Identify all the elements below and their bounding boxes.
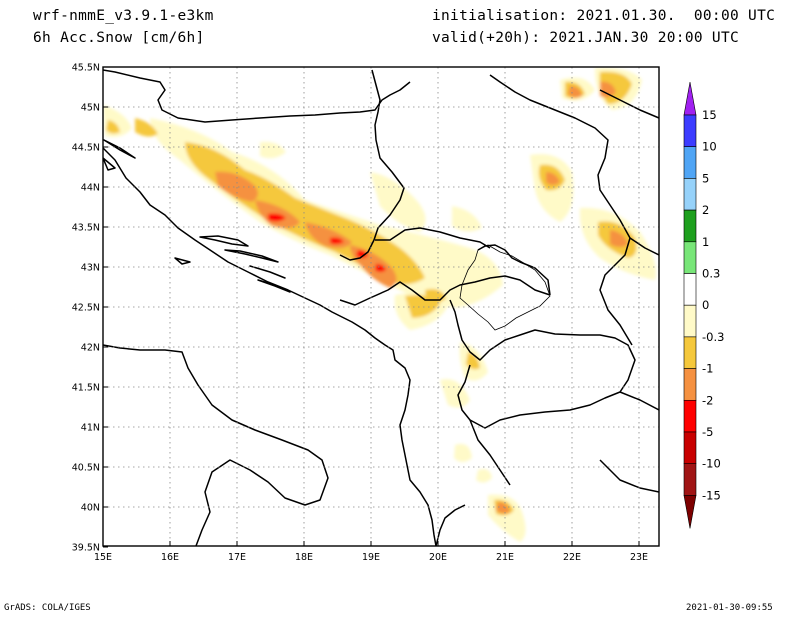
- colorbar-top-cap: [683, 81, 697, 116]
- colorbar-label: 0: [702, 298, 709, 312]
- lat-axis: 45.5N 45N 44.5N 44N 43.5N 43N 42.5N 42N 41.5N 41N…: [72, 63, 108, 554]
- colorbar-label: 5: [702, 171, 709, 185]
- colorbar-label: 15: [702, 108, 717, 122]
- lat-tick-label: 43N: [81, 263, 100, 274]
- lon-tick-label: 23E: [630, 552, 648, 563]
- colorbar-swatch: [683, 431, 697, 465]
- lon-tick-label: 16E: [161, 552, 179, 563]
- colorbar-swatch: [683, 114, 697, 148]
- lon-tick-label: 15E: [94, 552, 112, 563]
- lon-tick-label: 17E: [228, 552, 246, 563]
- lon-tick-label: 22E: [563, 552, 581, 563]
- colorbar: 15 10 5 2 1 0.3 0 -0.3 -1 -2 -5 -10 -15: [683, 81, 724, 529]
- lat-tick-label: 45N: [81, 103, 100, 114]
- lat-tick-label: 42N: [81, 343, 100, 354]
- lat-tick-label: 41.5N: [72, 383, 100, 394]
- lat-tick-label: 44N: [81, 183, 100, 194]
- lat-tick-label: 41N: [81, 423, 100, 434]
- lon-tick-label: 19E: [362, 552, 380, 563]
- lat-tick-label: 42.5N: [72, 303, 100, 314]
- lat-tick-label: 40N: [81, 503, 100, 514]
- colorbar-label: -1: [702, 362, 713, 376]
- colorbar-swatch: [683, 463, 697, 496]
- colorbar-swatch: [683, 146, 697, 179]
- footer-timestamp: 2021-01-30-09:55: [686, 603, 773, 613]
- colorbar-swatch: [683, 399, 697, 433]
- lat-tick-label: 44.5N: [72, 143, 100, 154]
- lon-tick-label: 20E: [429, 552, 447, 563]
- colorbar-label: -10: [702, 457, 721, 471]
- colorbar-swatch: [683, 241, 697, 274]
- lat-tick-label: 43.5N: [72, 223, 100, 234]
- lon-axis: 15E 16E 17E 18E 19E 20E 21E 22E 23E: [94, 541, 648, 563]
- field-title: 6h Acc.Snow [cm/6h]: [33, 30, 205, 46]
- colorbar-swatch: [683, 368, 697, 401]
- snow-field: [103, 67, 656, 542]
- colorbar-swatch: [683, 209, 697, 243]
- colorbar-swatch: [683, 273, 697, 306]
- colorbar-swatch: [683, 178, 697, 211]
- lon-tick-label: 21E: [496, 552, 514, 563]
- footer-credit: GrADS: COLA/IGES: [4, 603, 91, 613]
- lat-tick-label: 45.5N: [72, 63, 100, 74]
- colorbar-label: -5: [702, 425, 713, 439]
- lon-tick-label: 18E: [295, 552, 313, 563]
- coastlines-and-borders: [103, 69, 659, 546]
- colorbar-swatch: [683, 336, 697, 369]
- colorbar-label: 1: [702, 235, 709, 249]
- colorbar-label: 0.3: [702, 267, 720, 281]
- initialisation-time: initialisation: 2021.01.30. 00:00 UTC: [432, 8, 776, 24]
- colorbar-bottom-cap: [683, 495, 697, 529]
- colorbar-label: -15: [702, 488, 721, 502]
- lat-tick-label: 39.5N: [72, 543, 100, 554]
- kosovo-border: [459, 244, 551, 331]
- lat-tick-label: 40.5N: [72, 463, 100, 474]
- colorbar-label: 2: [702, 203, 709, 217]
- model-title: wrf-nmmE_v3.9.1-e3km: [33, 8, 214, 24]
- colorbar-label: -0.3: [702, 330, 724, 344]
- colorbar-label: -2: [702, 393, 713, 407]
- colorbar-swatch: [683, 304, 697, 338]
- valid-time: valid(+20h): 2021.JAN.30 20:00 UTC: [432, 30, 740, 46]
- colorbar-label: 10: [702, 140, 717, 154]
